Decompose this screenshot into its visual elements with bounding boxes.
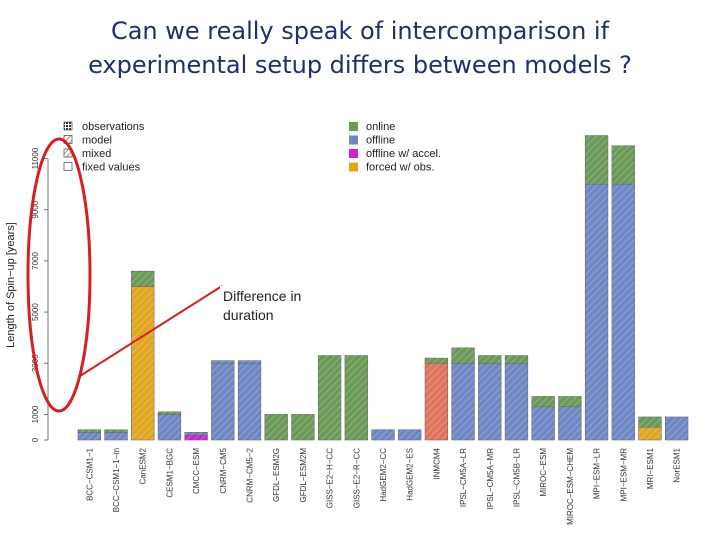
x-tick-label: INMCM4 [432, 447, 441, 479]
legend-color-label: offline w/ accel. [366, 148, 441, 160]
bar-hatch [318, 355, 341, 440]
x-tick-label: MIROC−ESM [539, 448, 548, 497]
x-tick-label: IPSL−CM5B−LR [512, 448, 521, 507]
bar-hatch [398, 429, 422, 440]
bar-hatch [558, 406, 582, 440]
legend-color-swatch [349, 149, 358, 158]
bar-hatch [131, 271, 155, 287]
y-axis-label: Length of Spin−up [years] [5, 222, 17, 348]
bar-hatch [611, 184, 635, 440]
x-tick-label: IPSL−CM5A−MR [486, 448, 495, 510]
bar-hatch [665, 416, 688, 440]
x-tick-label: MPI−ESM−LR [593, 448, 602, 499]
bar-hatch [211, 360, 235, 364]
bar-hatch [344, 355, 368, 440]
bar-hatch [478, 363, 502, 440]
bar-hatch [211, 363, 235, 440]
slide-title: Can we really speak of intercomparison i… [0, 14, 720, 82]
x-tick-labels: BCC−CSM1−1 BCC−CSM1−1−m CanESM2 CESM1−BGC CM… [85, 447, 681, 524]
x-tick-label: GFDL−ESM2G [272, 448, 281, 502]
bar-hatch [264, 414, 288, 440]
annotation-ellipse [26, 137, 92, 413]
bar-hatch [531, 406, 555, 440]
bar-hatch [238, 360, 261, 364]
bar-hatch [78, 429, 101, 433]
legend-color-label: online [366, 121, 395, 133]
legend-color-swatch [349, 135, 358, 145]
annotation-arrow [79, 285, 223, 377]
x-tick-label: IPSL−CM5A−LR [459, 448, 468, 507]
annotation-line-1: Difference in [223, 288, 302, 304]
legend-pattern-label: mixed [82, 148, 111, 160]
legend-color-swatch [349, 122, 358, 131]
bar-hatch [478, 355, 502, 364]
legend-color-swatch [349, 162, 358, 172]
bar-hatch [425, 358, 448, 364]
x-tick-label: MIROC−ESM−CHEM [566, 448, 575, 525]
bar-hatch [238, 363, 261, 440]
bar-hatch [505, 355, 528, 364]
bar-hatch [104, 429, 128, 433]
y-tick-label: 11000 [31, 147, 40, 169]
bar-hatch [425, 363, 448, 440]
y-tick-label: 5000 [31, 303, 40, 321]
slide-title-line-2: experimental setup differs between model… [88, 51, 632, 79]
bar-hatch [585, 135, 608, 185]
bar-hatch [451, 347, 475, 364]
bar-hatch [78, 432, 101, 440]
bar-hatch [638, 427, 662, 440]
legend-pattern-label: observations [82, 121, 145, 133]
bar-hatch [611, 145, 635, 185]
x-tick-label: CanESM2 [139, 447, 148, 484]
x-tick-label: CNRM−CM5−2 [246, 447, 255, 502]
legend-pattern-label: model [82, 135, 112, 147]
y-tick-label: 9000 [31, 200, 40, 218]
annotation-line-2: duration [223, 307, 274, 323]
bar-hatch [184, 432, 208, 435]
x-tick-label: CESM1−BGC [165, 448, 174, 498]
x-tick-label: CNRM−CM5 [219, 447, 228, 493]
legend-color-label: offline [366, 135, 395, 147]
x-tick-label: HadGEM2−ES [406, 448, 415, 501]
slide-title-line-1: Can we really speak of intercomparison i… [110, 17, 610, 45]
y-tick-label: 0 [31, 437, 40, 442]
bar-hatch [158, 411, 181, 415]
x-tick-label: MRI−ESM1 [646, 447, 655, 489]
bar-hatch [291, 414, 315, 440]
bar-hatch [451, 363, 475, 440]
bar-hatch [158, 414, 181, 440]
bar-hatch [184, 434, 208, 440]
x-tick-label: BCC−CSM1−1−m [112, 448, 121, 513]
bar-hatch [531, 396, 555, 407]
x-tick-label: GISS−E2−R−CC [352, 448, 361, 508]
legend-pattern-swatch [63, 162, 73, 171]
annotation-callout: Difference in duration [220, 286, 336, 326]
y-tick-label: 7000 [31, 251, 40, 269]
legend-pattern-swatch [63, 121, 73, 131]
bar-hatch [505, 363, 528, 440]
bar-hatch [585, 184, 608, 440]
bar-hatch [131, 286, 155, 440]
x-tick-label: BCC−CSM1−1 [85, 447, 94, 500]
x-tick-label: NorESM1 [673, 447, 682, 482]
bar-hatch [558, 396, 582, 407]
bar-hatch [104, 432, 128, 440]
x-tick-label: GFDL−ESM2M [299, 448, 308, 503]
y-tick-label: 1000 [31, 405, 40, 423]
bar-hatch [638, 416, 662, 428]
x-tick-label: CMCC−ESM [192, 448, 201, 494]
legend-color-label: forced w/ obs. [366, 162, 434, 174]
legend-pattern-label: fixed values [82, 162, 141, 174]
x-tick-label: MPI−ESM−MR [619, 448, 628, 502]
bars [77, 135, 689, 441]
bar-hatch [371, 429, 395, 440]
x-tick-label: HadGEM2−CC [379, 448, 388, 502]
x-tick-label: GISS−E2−H−CC [326, 448, 335, 508]
